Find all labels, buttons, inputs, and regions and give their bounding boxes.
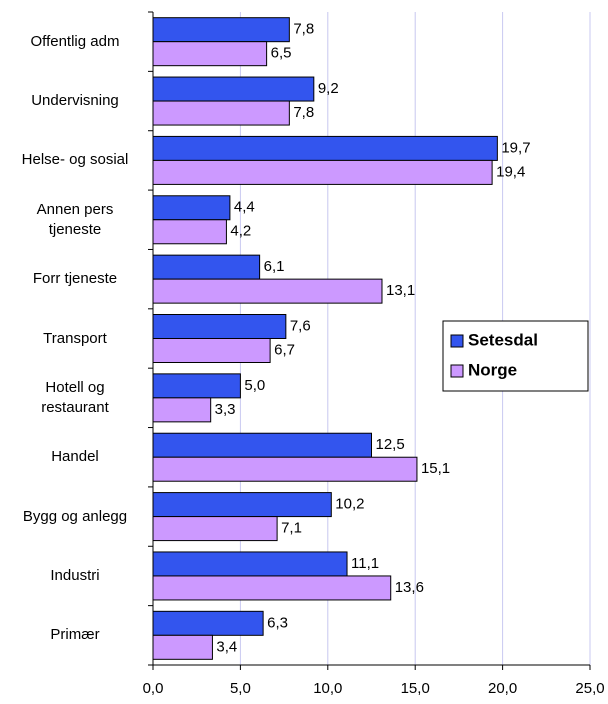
bar	[152, 219, 227, 245]
bar	[152, 492, 332, 518]
x-tick-label: 0,0	[143, 680, 164, 697]
data-label: 7,8	[293, 21, 314, 38]
y-tick-label: Offentlig adm	[30, 32, 120, 50]
y-tick-label: Handel	[51, 448, 99, 466]
x-tick-label: 25,0	[575, 680, 604, 697]
legend-swatch	[450, 364, 464, 378]
legend-box	[442, 320, 589, 392]
data-label: 6,3	[267, 614, 288, 631]
bar	[152, 41, 268, 67]
data-label: 4,4	[234, 199, 255, 216]
bar	[152, 373, 241, 399]
data-label: 13,1	[386, 282, 415, 299]
data-label: 6,1	[264, 258, 285, 275]
bar	[152, 338, 271, 363]
x-tick-label: 5,0	[230, 680, 251, 697]
data-label: 4,2	[230, 223, 251, 240]
bar	[152, 610, 264, 636]
data-label: 9,2	[318, 80, 339, 97]
bar	[152, 17, 290, 43]
data-label: 13,6	[395, 579, 424, 596]
y-tick-label: Primær	[50, 626, 100, 644]
x-tick-label: 10,0	[313, 680, 342, 697]
data-label: 6,7	[274, 341, 295, 358]
data-label: 19,4	[496, 163, 525, 180]
bar	[152, 634, 213, 660]
data-label: 15,1	[421, 460, 450, 477]
data-label: 5,0	[244, 377, 265, 394]
bar	[152, 575, 392, 601]
x-tick-label: 20,0	[488, 680, 517, 697]
bar	[152, 551, 348, 577]
data-label: 7,6	[290, 317, 311, 334]
data-label: 3,4	[216, 638, 237, 655]
x-tick-label: 15,0	[401, 680, 430, 697]
y-tick-label: Hotell og restaurant	[41, 378, 109, 416]
y-tick-label: Industri	[50, 566, 100, 584]
bar	[152, 135, 498, 161]
y-tick-label: Helse- og sosial	[21, 151, 129, 169]
bar	[152, 314, 287, 339]
data-label: 7,1	[281, 520, 302, 537]
bar	[152, 195, 231, 221]
legend-label: Norge	[468, 360, 517, 379]
bar	[152, 397, 212, 423]
bar	[152, 278, 383, 304]
bar	[152, 76, 315, 102]
data-label: 19,7	[501, 139, 530, 156]
y-tick-label: Forr tjeneste	[32, 270, 118, 288]
data-label: 10,2	[335, 496, 364, 513]
y-tick-label: Annen pers tjeneste	[36, 200, 114, 238]
legend-swatch	[450, 334, 464, 348]
data-label: 7,8	[293, 104, 314, 121]
bar	[152, 516, 278, 542]
y-tick-label: Bygg og anlegg	[22, 507, 128, 525]
data-label: 12,5	[376, 436, 405, 453]
data-label: 6,5	[271, 45, 292, 62]
y-tick-label: Transport	[43, 329, 107, 347]
y-tick-label: Undervisning	[31, 92, 119, 110]
bar	[152, 159, 493, 185]
bar	[152, 432, 372, 458]
bar	[152, 456, 418, 482]
bar	[152, 100, 290, 126]
legend-label: Setesdal	[468, 330, 538, 349]
bar	[152, 254, 261, 280]
data-label: 3,3	[215, 401, 236, 418]
data-label: 11,1	[351, 555, 379, 572]
